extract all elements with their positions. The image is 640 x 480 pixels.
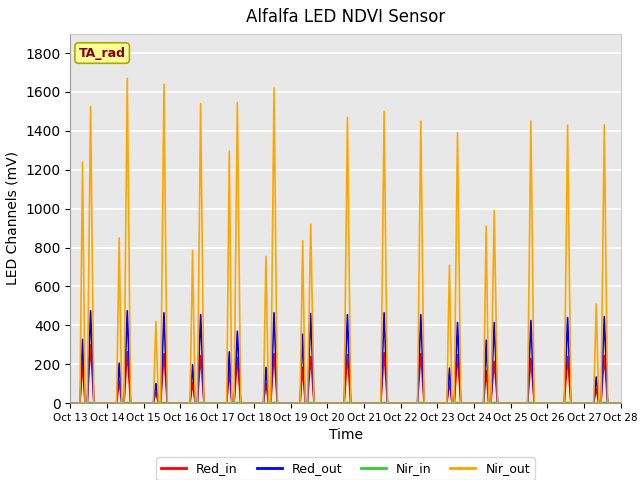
Red_out bbox=[617, 400, 625, 406]
Nir_out bbox=[592, 308, 600, 314]
Red_in bbox=[286, 400, 294, 406]
Red_out bbox=[177, 400, 184, 406]
Nir_in bbox=[177, 400, 184, 406]
Red_out bbox=[286, 400, 294, 406]
Nir_in bbox=[286, 400, 294, 406]
Red_out bbox=[592, 376, 600, 382]
Nir_in bbox=[250, 400, 257, 406]
Nir_out bbox=[177, 400, 184, 406]
Nir_in bbox=[617, 400, 625, 406]
Y-axis label: LED Channels (mV): LED Channels (mV) bbox=[6, 151, 20, 286]
Red_in bbox=[177, 400, 184, 406]
Red_in bbox=[87, 342, 95, 348]
Nir_out bbox=[617, 400, 625, 406]
Nir_in bbox=[87, 399, 95, 405]
Nir_in bbox=[401, 400, 408, 406]
Nir_out bbox=[67, 400, 74, 406]
Legend: Red_in, Red_out, Nir_in, Nir_out: Red_in, Red_out, Nir_in, Nir_out bbox=[156, 457, 535, 480]
Text: TA_rad: TA_rad bbox=[79, 47, 125, 60]
Nir_in bbox=[67, 400, 74, 406]
Red_in bbox=[617, 400, 625, 406]
Red_in bbox=[401, 400, 408, 406]
Red_in bbox=[67, 400, 74, 406]
Red_in bbox=[250, 400, 257, 406]
Red_out bbox=[67, 400, 74, 406]
Nir_out bbox=[250, 400, 257, 406]
Line: Nir_in: Nir_in bbox=[70, 402, 621, 403]
X-axis label: Time: Time bbox=[328, 429, 363, 443]
Red_out bbox=[401, 400, 408, 406]
Line: Red_in: Red_in bbox=[70, 345, 621, 403]
Line: Red_out: Red_out bbox=[70, 311, 621, 403]
Nir_in bbox=[592, 400, 600, 406]
Nir_out bbox=[286, 400, 294, 406]
Nir_out bbox=[124, 75, 131, 81]
Nir_out bbox=[401, 400, 408, 406]
Line: Nir_out: Nir_out bbox=[70, 78, 621, 403]
Title: Alfalfa LED NDVI Sensor: Alfalfa LED NDVI Sensor bbox=[246, 9, 445, 26]
Red_in bbox=[592, 387, 600, 393]
Nir_out bbox=[331, 400, 339, 406]
Red_out bbox=[250, 400, 257, 406]
Red_out bbox=[331, 400, 339, 406]
Red_out bbox=[87, 308, 95, 314]
Red_in bbox=[331, 400, 339, 406]
Nir_in bbox=[331, 400, 339, 406]
